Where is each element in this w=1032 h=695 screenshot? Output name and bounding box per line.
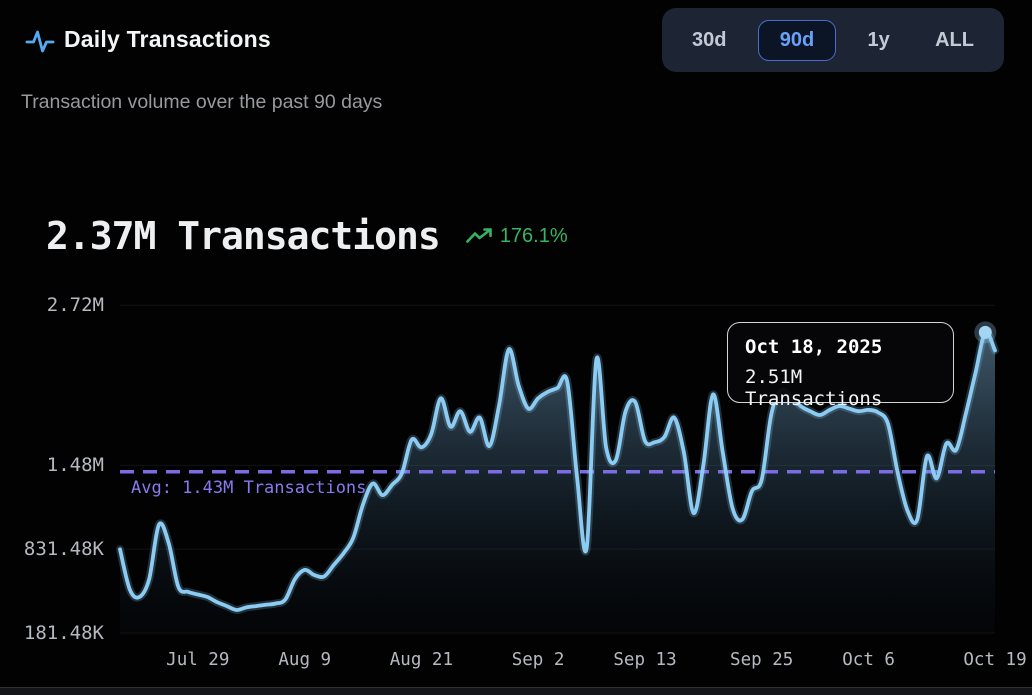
area-chart[interactable] bbox=[116, 295, 999, 634]
activity-pulse-icon bbox=[24, 25, 56, 57]
trend-indicator: 176.1% bbox=[466, 225, 568, 248]
time-range-selector: 30d 90d 1y ALL bbox=[662, 8, 1004, 72]
range-all-button[interactable]: ALL bbox=[921, 20, 988, 61]
range-30d-button[interactable]: 30d bbox=[678, 20, 740, 61]
y-axis-label: 831.48K bbox=[23, 538, 104, 561]
x-axis-label: Oct 19 bbox=[963, 650, 1027, 670]
chart-subtitle: Transaction volume over the past 90 days bbox=[21, 91, 383, 113]
chart-tooltip: Oct 18, 2025 2.51M Transactions bbox=[727, 322, 954, 410]
range-1y-button[interactable]: 1y bbox=[854, 20, 904, 61]
x-axis-label: Jul 29 bbox=[166, 650, 230, 670]
trending-up-icon bbox=[466, 227, 492, 243]
x-axis-label: Sep 13 bbox=[613, 650, 677, 670]
headline-stat: 2.37M Transactions 176.1% bbox=[46, 214, 568, 258]
x-axis-label: Aug 21 bbox=[389, 650, 453, 670]
x-axis-label: Sep 2 bbox=[511, 650, 565, 670]
total-transactions-value: 2.37M Transactions bbox=[46, 214, 441, 258]
range-90d-button[interactable]: 90d bbox=[757, 19, 837, 61]
y-axis-label: 1.48M bbox=[46, 454, 104, 477]
x-axis-label: Oct 6 bbox=[842, 650, 895, 670]
page-title: Daily Transactions bbox=[64, 26, 271, 52]
tooltip-date: Oct 18, 2025 bbox=[745, 336, 883, 358]
x-axis-label: Aug 9 bbox=[278, 650, 332, 670]
x-axis-label: Sep 25 bbox=[730, 650, 794, 670]
average-line-label: Avg: 1.43M Transactions bbox=[131, 477, 367, 498]
bottom-divider bbox=[0, 687, 1032, 695]
y-axis-label: 2.72M bbox=[46, 294, 104, 317]
trend-percent: 176.1% bbox=[499, 224, 568, 247]
y-axis-label: 181.48K bbox=[23, 622, 104, 644]
tooltip-value: 2.51M Transactions bbox=[745, 366, 883, 410]
